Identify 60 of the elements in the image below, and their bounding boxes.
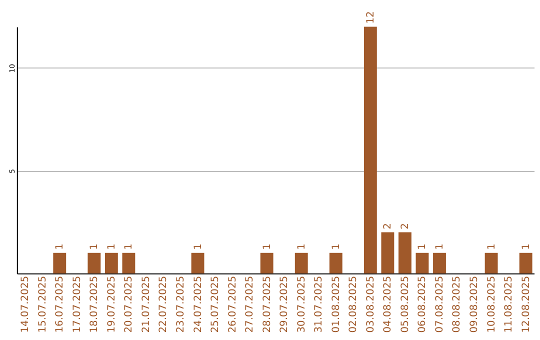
- data-label: 12: [365, 11, 376, 24]
- x-tick-label: 12.08.2025: [520, 276, 532, 333]
- data-label: 1: [330, 244, 342, 250]
- x-tick-label: 25.07.2025: [210, 276, 222, 333]
- data-label: 2: [400, 223, 411, 230]
- x-tick-label: 09.08.2025: [469, 276, 480, 333]
- bar: [191, 252, 204, 274]
- x-tick-label: 27.07.2025: [244, 276, 256, 333]
- data-label: 1: [520, 244, 532, 250]
- x-tick-label: 19.07.2025: [106, 276, 118, 333]
- x-tick-label: 29.07.2025: [279, 276, 290, 333]
- data-label: 2: [382, 223, 394, 230]
- bar: [294, 252, 308, 274]
- x-tick-label: 20.07.2025: [124, 276, 135, 333]
- bar: [398, 232, 412, 274]
- data-label: 1: [124, 244, 135, 250]
- data-label: 1: [262, 244, 273, 250]
- data-label: 1: [54, 244, 66, 250]
- x-tick-label: 17.07.2025: [72, 276, 83, 333]
- data-label: 1: [106, 244, 118, 250]
- x-tick-label: 30.07.2025: [296, 276, 308, 333]
- x-tick-label: 14.07.2025: [20, 276, 32, 333]
- x-tick-label: 15.07.2025: [37, 276, 48, 333]
- x-tick-label: 03.08.2025: [365, 276, 376, 333]
- x-tick-label: 01.08.2025: [330, 276, 342, 333]
- x-tick-label: 10.08.2025: [486, 276, 498, 333]
- bar: [329, 252, 342, 274]
- x-tick-label: 08.08.2025: [452, 276, 463, 333]
- data-label: 1: [486, 244, 498, 250]
- bar: [88, 252, 101, 274]
- x-tick-label: 06.08.2025: [417, 276, 428, 333]
- x-tick-label: 11.08.2025: [504, 276, 515, 333]
- bar: [122, 252, 136, 274]
- x-tick-label: 24.07.2025: [192, 276, 204, 333]
- x-tick-label: 22.07.2025: [158, 276, 170, 333]
- data-label: 1: [296, 244, 308, 250]
- data-label: 1: [89, 244, 100, 250]
- x-tick-label: 28.07.2025: [262, 276, 273, 333]
- bar: [519, 252, 532, 274]
- bar: [416, 252, 429, 274]
- bar: [260, 252, 274, 274]
- bar: [104, 252, 118, 274]
- x-tick-label: 31.07.2025: [314, 276, 325, 333]
- bar: [364, 26, 377, 274]
- x-tick-label: 04.08.2025: [382, 276, 394, 333]
- x-tick-label: 21.07.2025: [140, 276, 152, 333]
- x-tick-label: 05.08.2025: [400, 276, 411, 333]
- x-tick-label: 02.08.2025: [348, 276, 360, 333]
- x-tick-label: 07.08.2025: [434, 276, 446, 333]
- x-tick-label: 16.07.2025: [54, 276, 66, 333]
- data-label: 1: [192, 244, 204, 250]
- x-tick-label: 23.07.2025: [175, 276, 186, 333]
- data-label: 1: [417, 244, 428, 250]
- x-tick-label: 26.07.2025: [227, 276, 238, 333]
- bar: [381, 232, 394, 274]
- data-label: 1: [434, 244, 446, 250]
- bar: [484, 252, 498, 274]
- x-tick-label: 18.07.2025: [89, 276, 100, 333]
- bar: [433, 252, 446, 274]
- bar: [53, 252, 66, 274]
